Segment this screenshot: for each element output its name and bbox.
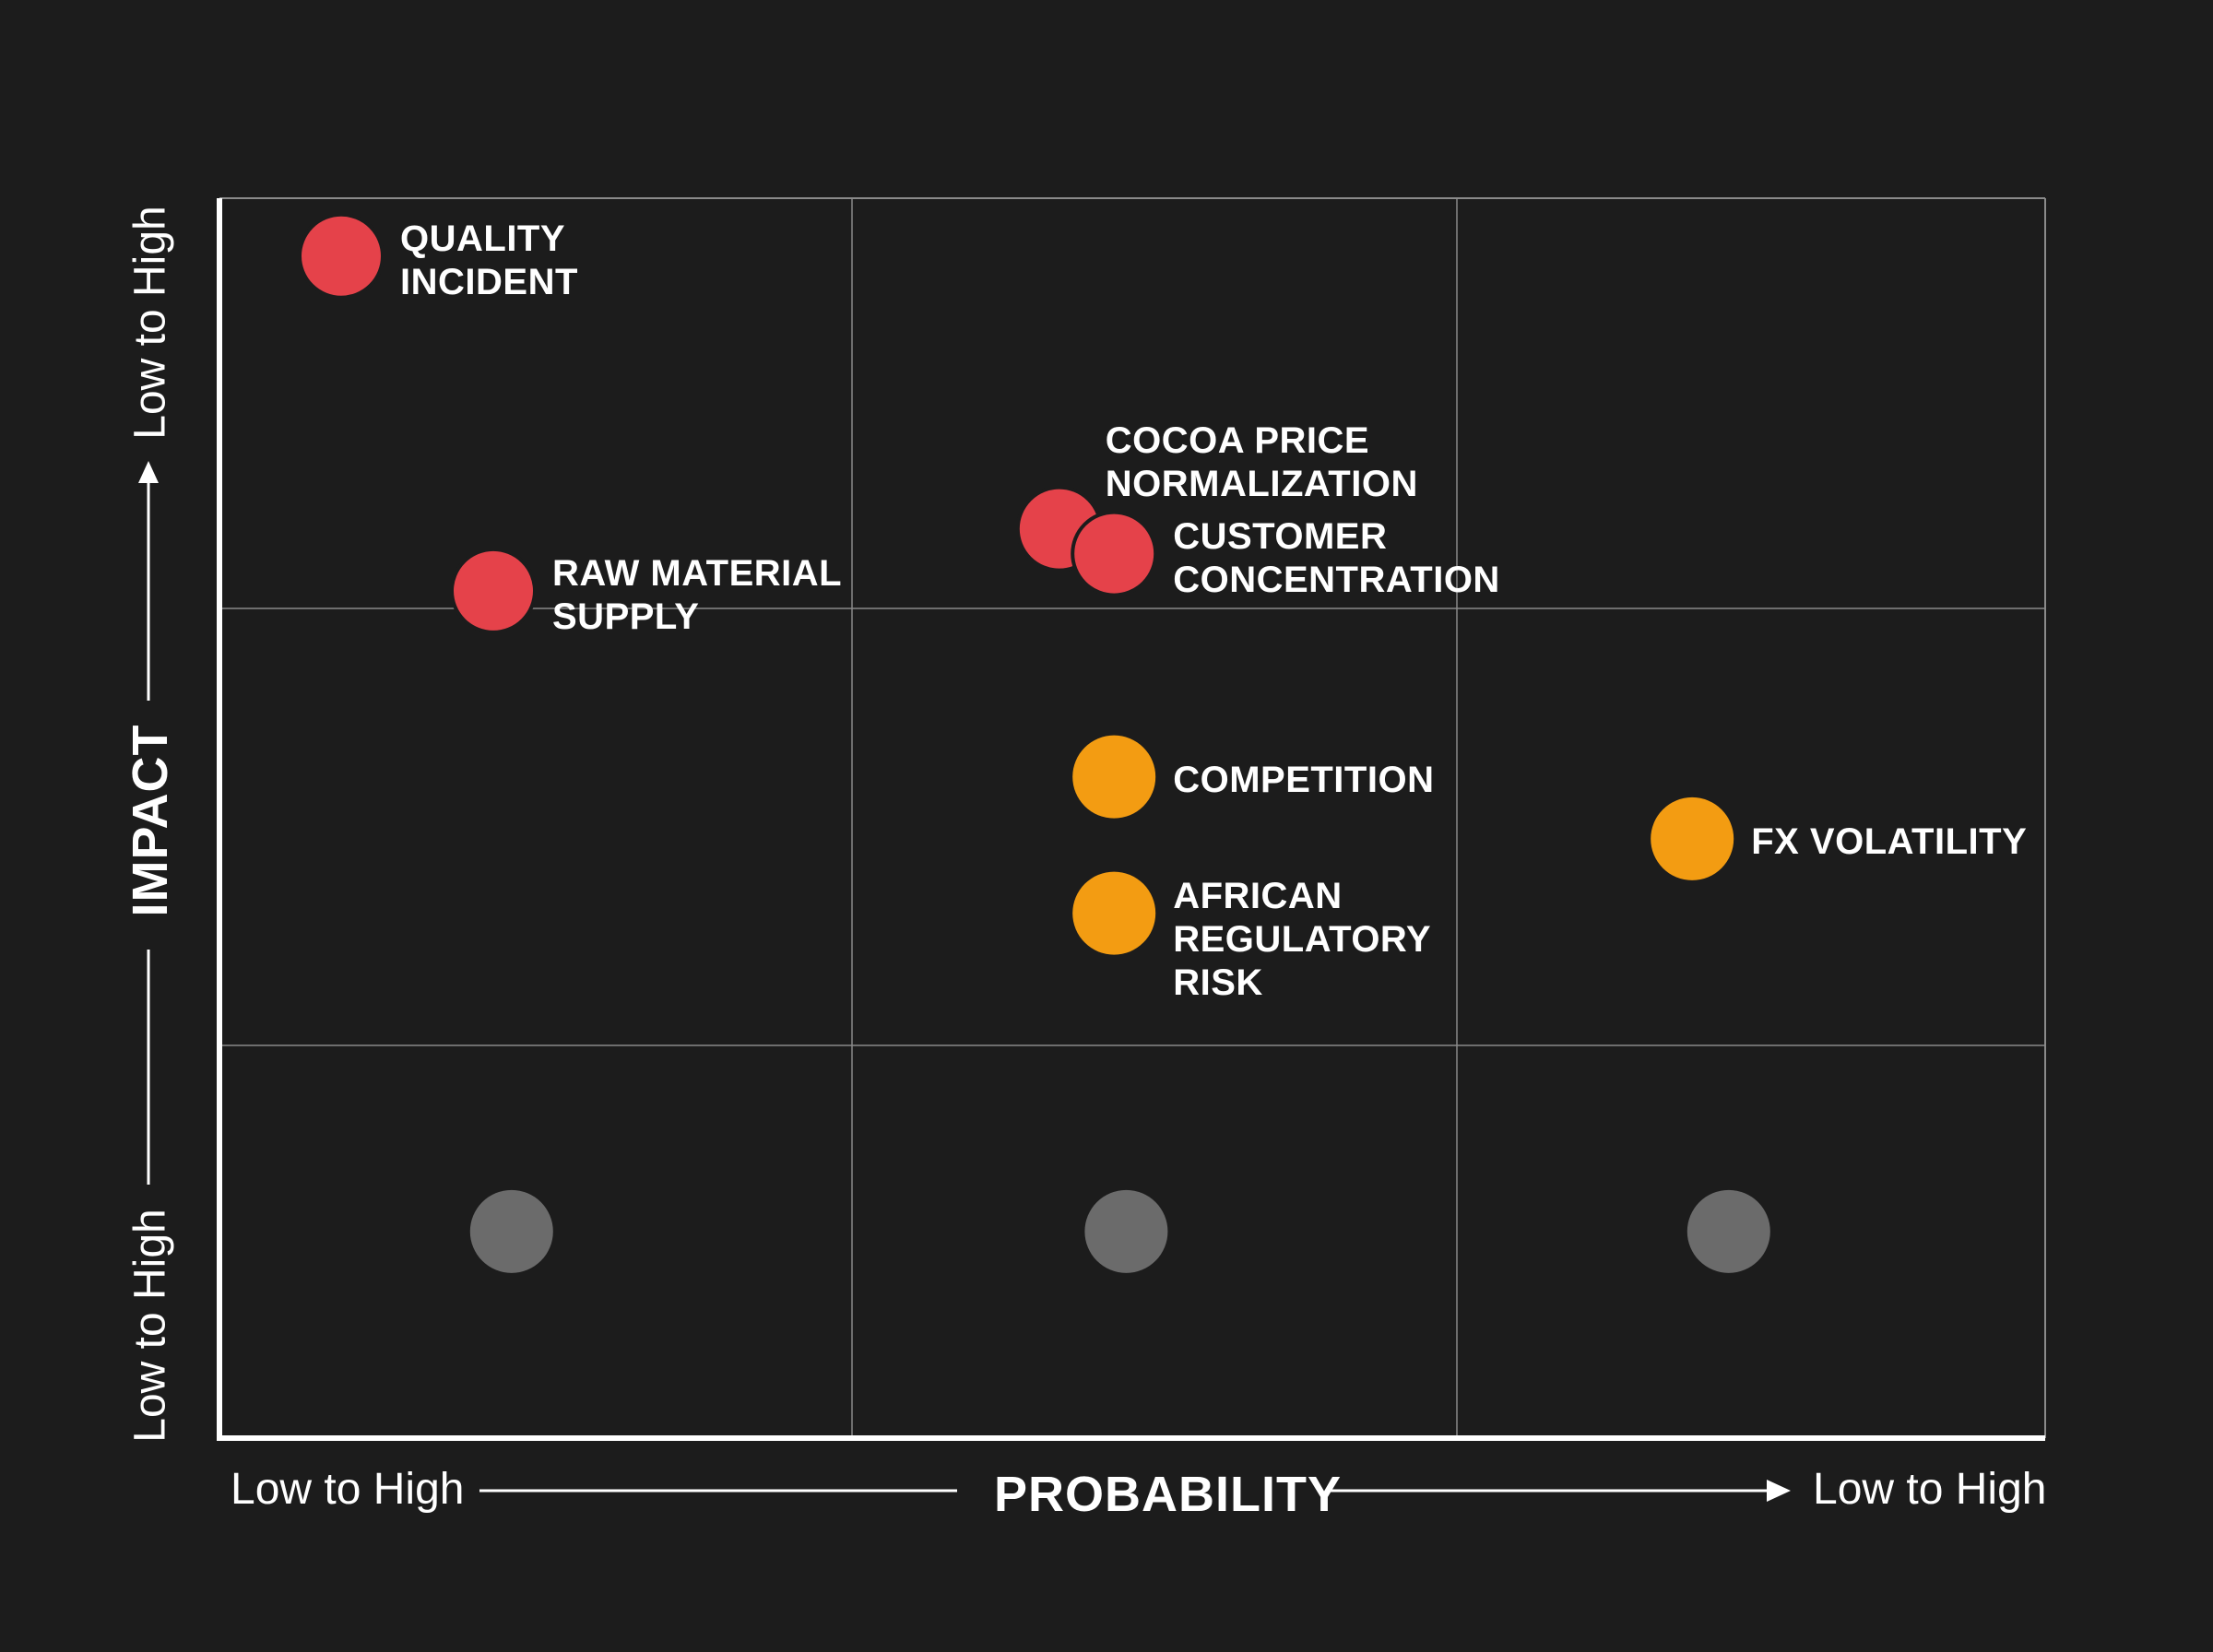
point-label-7: FX VOLATILITY [1751, 820, 2028, 862]
point-label-4: CUSTOMER CONCENTRATION [1173, 515, 1500, 600]
y-axis-high-label: Low to High [125, 206, 175, 440]
x-axis-low-label: Low to High [231, 1465, 465, 1514]
risk-point-7 [1651, 796, 1734, 880]
risk-point-1 [298, 212, 385, 300]
risk-point-9 [1084, 1189, 1168, 1273]
x-indicator-arrowhead [1767, 1480, 1791, 1502]
y-axis-low-label: Low to High [125, 1209, 175, 1443]
point-label-3: COCOA PRICE NORMALIZATION [1105, 419, 1418, 504]
y-indicator-arrowhead [138, 461, 159, 483]
point-label-5: COMPETITION [1173, 759, 1435, 800]
risk-point-4 [1071, 510, 1158, 597]
risk-point-2 [450, 547, 537, 634]
x-axis-high-label: Low to High [1813, 1465, 2047, 1514]
point-label-2: RAW MATERIAL SUPPLY [552, 552, 843, 637]
y-axis-title: IMPACT [123, 724, 178, 917]
point-label-1: QUALITY INCIDENT [400, 218, 578, 302]
risk-point-10 [1686, 1189, 1770, 1273]
risk-point-6 [1072, 871, 1156, 955]
risk-point-8 [469, 1189, 553, 1273]
risk-point-5 [1072, 735, 1156, 819]
point-label-6: AFRICAN REGULATORY RISK [1173, 875, 1432, 1003]
x-axis-title: PROBABILITY [994, 1467, 1343, 1522]
